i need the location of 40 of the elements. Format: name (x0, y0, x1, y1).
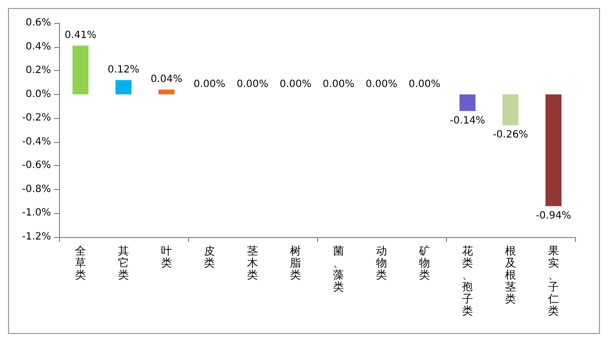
x-tick-label: 根及根茎类 (505, 244, 516, 306)
data-label: 0.00% (408, 78, 440, 90)
x-tick-label: 茎木类 (247, 244, 258, 282)
y-tick-label: -0.8% (22, 184, 51, 195)
x-tick-label: 树脂类 (290, 244, 301, 282)
y-tick-label: -0.4% (22, 136, 51, 148)
bar (502, 94, 518, 126)
data-label: 0.00% (366, 78, 398, 90)
y-tick-label: 0.0% (26, 88, 51, 100)
data-label: 0.04% (150, 74, 182, 86)
bar (116, 80, 132, 94)
data-label: 0.00% (322, 78, 354, 90)
bar (158, 90, 174, 94)
bar (72, 46, 88, 94)
x-tick-label: 其它类 (118, 244, 129, 282)
x-tick-label: 皮类 (204, 244, 215, 270)
data-label: -0.14% (450, 115, 486, 126)
x-tick-label: 全草类 (75, 244, 86, 282)
data-label: 0.00% (194, 78, 226, 90)
x-tick-label: 矿物类 (418, 244, 430, 282)
data-label: 0.12% (108, 64, 140, 76)
x-tick-label: 果实、子仁类 (548, 244, 559, 318)
bar (460, 94, 476, 111)
y-tick-label: 0.6% (26, 18, 51, 28)
data-label: -0.94% (536, 210, 572, 222)
data-label: 0.00% (280, 78, 312, 90)
y-tick-label: -0.6% (22, 160, 51, 172)
data-label: 0.41% (64, 30, 96, 42)
y-tick-label: -1.0% (22, 208, 51, 219)
data-label: 0.00% (236, 78, 268, 90)
bar (546, 94, 562, 206)
y-tick-label: -1.2% (22, 232, 51, 242)
x-tick-label: 花类、孢子类 (462, 244, 473, 318)
x-tick-label: 动物类 (376, 244, 387, 282)
x-tick-label: 叶类 (161, 244, 172, 270)
y-tick-label: 0.2% (26, 65, 51, 76)
y-tick-label: 0.4% (26, 41, 51, 52)
x-tick-label: 菌、藻类 (333, 244, 344, 294)
data-label: -0.26% (492, 130, 528, 141)
y-tick-label: -0.2% (22, 112, 51, 124)
